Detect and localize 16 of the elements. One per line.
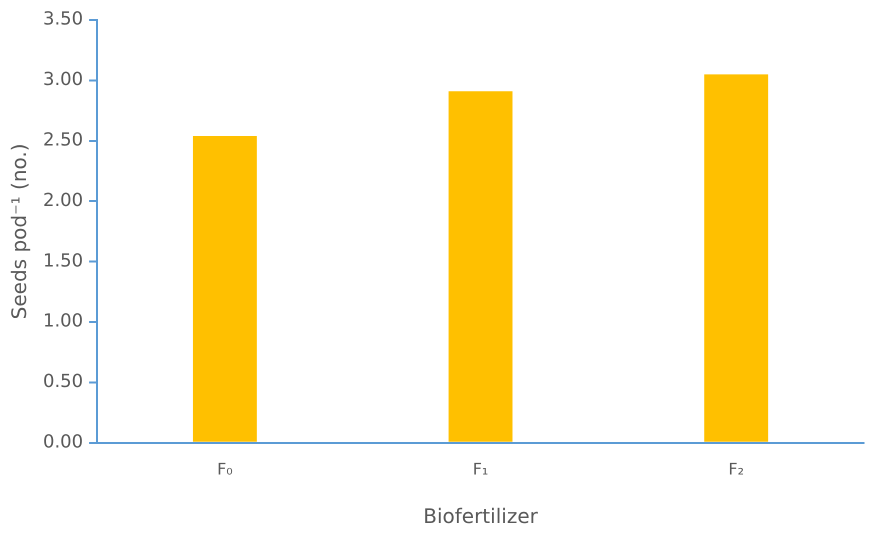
y-tick-label: 3.00	[43, 69, 84, 90]
y-tick-label: 1.00	[43, 310, 84, 332]
y-tick-label: 1.50	[43, 250, 84, 272]
bar	[704, 74, 768, 442]
y-tick-label: 0.50	[43, 371, 84, 392]
x-tick-label: F₂	[728, 460, 744, 479]
y-tick-label: 2.00	[43, 190, 84, 211]
x-tick-label: F₀	[217, 460, 233, 479]
x-axis-title: Biofertilizer	[423, 504, 539, 528]
x-tick-label: F₁	[472, 460, 488, 479]
y-tick-label: 0.00	[43, 431, 84, 452]
y-tick-label: 2.50	[43, 129, 84, 150]
bar	[448, 91, 512, 442]
bar	[192, 136, 257, 442]
y-tick-label: 3.50	[43, 8, 84, 30]
y-axis-title: Seeds pod⁻¹ (no.)	[7, 143, 32, 320]
